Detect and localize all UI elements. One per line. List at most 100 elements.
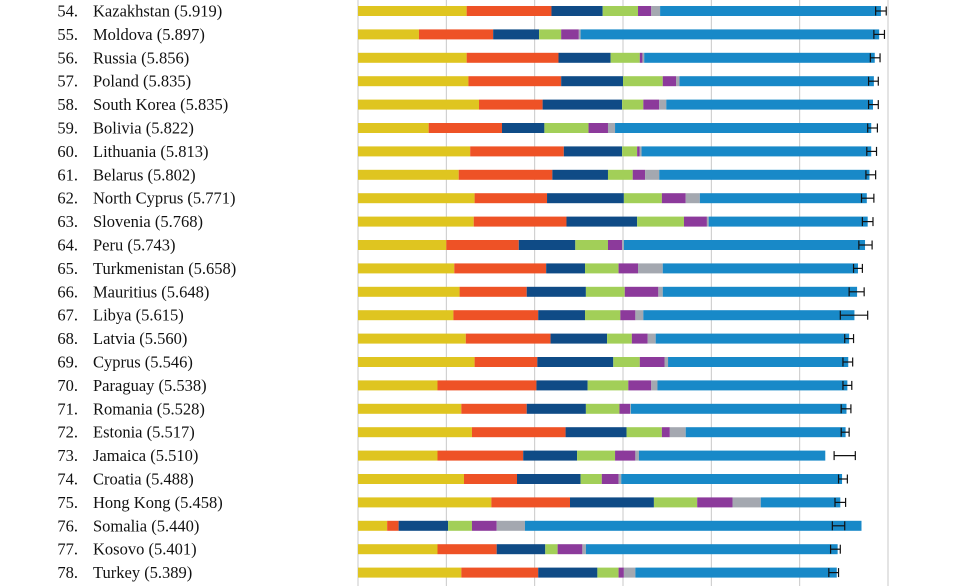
bar-segment — [491, 497, 570, 508]
bar-segment — [706, 216, 709, 227]
row-rank: 54. — [57, 2, 78, 21]
bar-segment — [566, 216, 638, 227]
bar-segment — [587, 380, 629, 391]
bar-segment — [653, 497, 698, 508]
bar-segment — [597, 567, 619, 578]
bar-segment — [622, 240, 624, 250]
bar-segment — [453, 310, 539, 321]
row-country-label: Paraguay (5.538) — [93, 376, 207, 395]
bar-segment — [358, 310, 454, 321]
bar-segment — [358, 216, 474, 227]
bar-segment — [624, 286, 659, 297]
bar-segment — [358, 544, 438, 555]
bar-segment — [580, 474, 602, 484]
bar-segment — [632, 169, 646, 180]
bar-segment — [537, 357, 614, 367]
error-bars — [828, 6, 887, 578]
bar-segment — [638, 6, 652, 16]
bar-segment — [524, 520, 862, 531]
bar-segment — [637, 216, 684, 227]
bar-segment — [623, 76, 663, 87]
bars — [358, 6, 881, 578]
bar-segment — [428, 123, 502, 133]
bar-segment — [551, 6, 603, 16]
bar-segment — [588, 123, 608, 133]
bar-segment — [461, 567, 539, 578]
bar-segment — [697, 497, 733, 508]
row-rank: 67. — [57, 306, 78, 325]
row-country-label: Estonia (5.517) — [93, 423, 195, 442]
bar-segment — [552, 169, 608, 180]
bar-segment — [582, 544, 586, 555]
row-country-label: Cyprus (5.546) — [93, 353, 193, 372]
bar-segment — [643, 99, 660, 110]
bar-segment — [615, 450, 636, 461]
bar-segment — [458, 169, 553, 180]
bar-segment — [398, 520, 449, 531]
bar-segment — [658, 286, 663, 297]
row-country-label: Hong Kong (5.458) — [93, 493, 223, 512]
bar-segment — [638, 450, 826, 461]
row-country-label: Belarus (5.802) — [93, 165, 196, 184]
row-rank: 74. — [57, 470, 78, 489]
row-rank: 63. — [57, 212, 78, 231]
bar-segment — [466, 6, 552, 16]
bar-segment — [454, 263, 547, 274]
bar-segment — [496, 520, 525, 531]
row-rank: 59. — [57, 119, 78, 138]
bar-segment — [358, 146, 471, 157]
bar-segment — [623, 567, 636, 578]
bar-segment — [471, 520, 497, 531]
bar-segment — [607, 123, 616, 133]
bar-segment — [437, 380, 537, 391]
bar-segment — [358, 474, 464, 484]
bar-segment — [666, 99, 873, 110]
bar-segment — [760, 497, 841, 508]
row-country-label: North Cyprus (5.771) — [93, 189, 236, 208]
bar-segment — [623, 240, 866, 250]
bar-segment — [635, 450, 639, 461]
bar-segment — [561, 76, 623, 87]
bar-segment — [668, 357, 849, 367]
bar-segment — [358, 380, 438, 391]
bar-segment — [526, 403, 586, 414]
row-rank: 68. — [57, 329, 78, 348]
bar-segment — [630, 403, 847, 414]
row-rank: 62. — [57, 189, 78, 208]
bar-segment — [585, 403, 620, 414]
bar-segment — [466, 52, 559, 63]
bar-segment — [358, 427, 472, 438]
bar-segment — [358, 123, 429, 133]
bar-segment — [358, 520, 388, 531]
bar-segment — [644, 52, 875, 63]
bar-segment — [539, 29, 562, 40]
bar-segment — [659, 99, 667, 110]
bar-segment — [662, 76, 676, 87]
bar-segment — [538, 567, 598, 578]
bar-segment — [623, 193, 662, 204]
bar-segment — [676, 76, 680, 87]
bar-segment — [563, 146, 623, 157]
row-country-label: Poland (5.835) — [93, 72, 191, 91]
bar-segment — [561, 29, 579, 40]
bar-segment — [685, 427, 846, 438]
bar-segment — [639, 52, 643, 63]
bar-segment — [358, 29, 419, 40]
row-rank: 73. — [57, 446, 78, 465]
bar-segment — [470, 146, 564, 157]
bar-segment — [585, 310, 621, 321]
row-rank: 64. — [57, 236, 78, 255]
bar-segment — [358, 263, 455, 274]
row-country-label: Kosovo (5.401) — [93, 540, 197, 559]
bar-segment — [645, 169, 660, 180]
bar-segment — [639, 146, 642, 157]
bar-segment — [601, 474, 619, 484]
row-country-label: Lithuania (5.813) — [93, 142, 208, 161]
row-country-label: Turkey (5.389) — [93, 563, 192, 582]
bar-segment — [635, 310, 644, 321]
bar-segment — [628, 380, 652, 391]
bar-segment — [565, 427, 627, 438]
bar-segment — [501, 123, 545, 133]
row-rank: 58. — [57, 95, 78, 114]
bar-segment — [683, 216, 707, 227]
